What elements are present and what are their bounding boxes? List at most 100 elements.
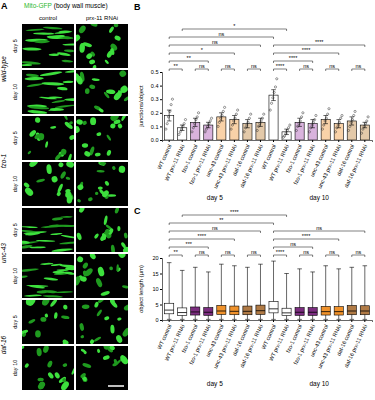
micrograph-texture — [57, 86, 68, 90]
micrograph-texture — [83, 350, 88, 355]
tick-mark — [247, 140, 248, 142]
micrograph-texture — [25, 28, 44, 31]
micrograph — [22, 162, 74, 206]
box — [334, 307, 343, 315]
micrograph-texture — [87, 197, 93, 202]
significance-bracket — [274, 239, 339, 241]
significance-bracket — [182, 215, 286, 217]
box — [295, 308, 304, 316]
micrograph-texture — [59, 263, 74, 269]
micrograph-texture — [116, 264, 119, 272]
micrograph-texture — [99, 233, 107, 242]
tick-label: WT prx-11 RNAi — [163, 324, 185, 362]
day-label: day 10 — [12, 176, 18, 193]
data-point — [192, 127, 194, 129]
micrograph-texture — [36, 240, 56, 242]
median — [295, 312, 304, 313]
micrograph-texture — [123, 232, 128, 239]
tick: unc-43 prx-11 RNAi — [316, 140, 342, 190]
micrograph-texture — [95, 277, 103, 288]
micrograph-texture — [24, 186, 35, 197]
micrograph-texture — [22, 275, 28, 279]
figure: AMito-GFP(body wall muscle)controlprx-11… — [0, 0, 375, 400]
tick-mark — [160, 274, 162, 275]
data-point — [231, 124, 233, 126]
tick: unc-43 prx-11 RNAi — [212, 140, 238, 190]
micrograph-texture — [60, 216, 72, 218]
data-point — [274, 86, 276, 88]
micrograph-texture — [95, 192, 99, 195]
tick-mark — [351, 140, 352, 142]
micrograph-texture — [27, 109, 47, 114]
whisker-cap-max — [193, 267, 198, 268]
significance-label: **** — [289, 55, 298, 61]
micrograph-texture — [54, 312, 58, 319]
micrograph-texture — [76, 125, 81, 133]
tick-label: 15 — [152, 271, 158, 277]
micrograph-texture — [38, 133, 45, 141]
micrograph-texture — [82, 143, 88, 148]
significance-bracket — [300, 69, 313, 71]
micrograph-texture — [120, 242, 126, 249]
y-axis: 05101520 — [152, 255, 162, 323]
data-point — [191, 131, 193, 133]
micrograph-texture — [64, 49, 74, 52]
whisker-cap-max — [232, 265, 237, 266]
day-label: day 10 — [12, 268, 18, 285]
tick: 0.1 — [151, 124, 162, 130]
significance-bracket — [274, 231, 365, 233]
micrograph-texture — [103, 346, 110, 350]
tick: WT prx-11 RNAi — [163, 320, 185, 362]
significance-bracket — [274, 247, 313, 249]
tick-label: daf-16 prx-11 RNAi — [343, 144, 368, 189]
micrograph-texture — [108, 26, 115, 34]
micrograph-texture — [76, 74, 84, 85]
plot-area — [165, 261, 370, 319]
significance-bracket — [169, 53, 234, 55]
data-point — [308, 131, 310, 133]
tick: fzo-1 prx-11 RNAi — [188, 320, 212, 365]
tick-label: 5 — [155, 302, 158, 308]
micrograph-texture — [121, 327, 128, 338]
micrograph-texture — [103, 215, 108, 225]
whisker-cap-max — [336, 268, 341, 269]
data-point — [222, 110, 224, 112]
whisker-cap-min — [219, 319, 224, 320]
data-point — [334, 131, 336, 133]
significance-bracket — [169, 45, 260, 47]
column-label: prx-11 RNAi — [86, 15, 118, 21]
micrograph-texture — [96, 132, 102, 136]
data-point — [171, 98, 173, 100]
data-point — [284, 135, 286, 137]
day-label: day 5 — [12, 315, 18, 328]
scale-bar — [108, 385, 124, 387]
micrograph-texture — [79, 323, 85, 332]
significance-bracket — [247, 255, 260, 257]
tick-mark — [160, 72, 162, 73]
micrograph-texture — [76, 33, 81, 43]
data-point — [183, 123, 185, 125]
bar — [269, 95, 278, 140]
significance-bracket — [352, 255, 365, 257]
tick-mark — [338, 140, 339, 142]
day-label: day 10 — [12, 360, 18, 377]
data-point — [323, 124, 325, 126]
micrograph-texture — [96, 348, 100, 353]
error-bar — [323, 116, 328, 124]
data-point — [237, 109, 239, 111]
significance-label: ** — [187, 55, 192, 61]
micrograph — [22, 300, 74, 344]
significance-label: ns — [355, 249, 361, 255]
box — [217, 305, 226, 314]
micrograph — [76, 208, 128, 252]
tick-mark — [195, 320, 196, 322]
micrograph-texture — [113, 359, 118, 365]
whisker-cap-min — [323, 319, 328, 320]
micrograph-background — [22, 116, 74, 160]
box — [308, 308, 317, 316]
tick-mark — [338, 320, 339, 322]
micrograph-texture — [63, 304, 69, 310]
significance-label: **** — [276, 63, 285, 69]
tick-mark — [234, 140, 235, 142]
box — [321, 306, 330, 315]
